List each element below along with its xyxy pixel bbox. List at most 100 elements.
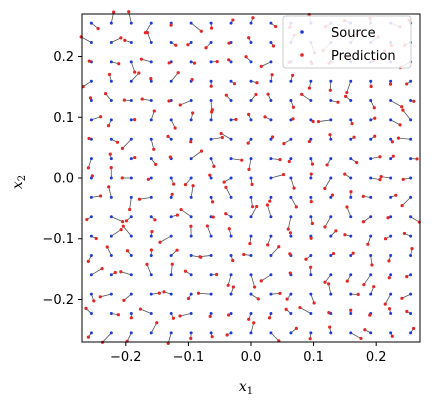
source-point: [389, 99, 393, 103]
prediction-point: [252, 285, 257, 289]
source-point: [209, 312, 213, 316]
prediction-point: [266, 243, 270, 247]
prediction-point: [129, 316, 133, 320]
x-tick-label: 0.2: [366, 350, 387, 365]
source-point: [109, 21, 113, 25]
source-point: [269, 137, 273, 141]
prediction-point: [119, 270, 123, 274]
source-point: [309, 273, 313, 277]
source-point: [149, 118, 153, 122]
source-point: [129, 292, 133, 296]
prediction-point: [183, 269, 188, 273]
displacement-line: [147, 32, 152, 43]
prediction-point: [124, 219, 129, 223]
prediction-point: [196, 291, 201, 295]
source-point: [269, 292, 273, 296]
source-point: [129, 331, 133, 335]
prediction-point: [325, 163, 329, 167]
prediction-point: [113, 270, 117, 275]
source-point: [409, 157, 413, 161]
displacement-line: [270, 332, 280, 342]
source-point: [189, 273, 193, 277]
source-point: [249, 99, 253, 103]
prediction-point: [150, 229, 154, 234]
source-point: [409, 253, 413, 257]
displacement-line: [122, 225, 132, 237]
source-point: [209, 331, 213, 335]
prediction-point: [100, 266, 104, 271]
source-point: [249, 176, 253, 180]
source-point: [169, 118, 173, 122]
prediction-point: [288, 231, 293, 235]
prediction-point: [345, 90, 349, 95]
source-point: [149, 176, 153, 180]
prediction-point: [247, 36, 251, 40]
prediction-point: [145, 262, 149, 266]
source-point: [309, 118, 313, 122]
prediction-point: [359, 336, 363, 341]
displacement-line: [350, 332, 362, 339]
source-point: [409, 215, 413, 219]
source-point: [329, 157, 333, 161]
legend-label-source: Source: [331, 26, 376, 41]
source-point: [369, 215, 373, 219]
source-point: [129, 21, 133, 25]
prediction-point: [328, 325, 332, 329]
source-point: [209, 118, 213, 122]
x-tick-label: −0.1: [173, 350, 205, 365]
legend-marker-source: [300, 30, 304, 34]
prediction-point: [250, 205, 255, 209]
displacement-line: [318, 119, 331, 122]
prediction-point: [186, 296, 191, 301]
legend-marker-prediction: [300, 53, 304, 57]
prediction-point: [87, 59, 91, 63]
prediction-point: [288, 252, 292, 256]
prediction-point: [96, 26, 100, 31]
prediction-point: [402, 231, 407, 236]
source-point: [369, 234, 373, 238]
source-point: [329, 195, 333, 199]
source-point: [329, 292, 333, 296]
source-point: [269, 273, 273, 277]
x-axis-label: x1: [239, 379, 253, 397]
prediction-point: [166, 341, 170, 345]
source-point: [89, 215, 93, 219]
prediction-point: [327, 311, 331, 315]
source-point: [209, 253, 213, 257]
source-point: [229, 157, 233, 161]
source-point: [349, 99, 353, 103]
prediction-point: [363, 328, 367, 332]
source-point: [289, 312, 293, 316]
source-point: [209, 99, 213, 103]
source-point: [169, 234, 173, 238]
source-point: [249, 273, 253, 277]
displacement-line: [111, 216, 123, 222]
prediction-point: [369, 84, 373, 89]
displacement-line: [130, 72, 140, 82]
source-point: [349, 312, 353, 316]
prediction-point: [259, 279, 263, 283]
source-point: [309, 312, 313, 316]
displacement-line: [129, 197, 132, 210]
displacement-line: [401, 197, 411, 206]
prediction-point: [178, 103, 182, 107]
prediction-point: [309, 265, 313, 269]
source-point: [229, 292, 233, 296]
source-point: [189, 292, 193, 296]
prediction-point: [170, 262, 174, 266]
prediction-point: [370, 263, 374, 267]
prediction-point: [345, 205, 349, 209]
prediction-point: [125, 249, 130, 253]
source-point: [349, 331, 353, 335]
source-point: [229, 312, 233, 316]
source-point: [369, 157, 373, 161]
prediction-point: [154, 162, 158, 166]
source-point: [169, 137, 173, 141]
source-point: [369, 253, 373, 257]
prediction-point: [304, 257, 308, 261]
prediction-point: [391, 154, 395, 158]
displacement-line: [398, 137, 411, 140]
prediction-point: [205, 224, 209, 228]
prediction-point: [140, 97, 144, 101]
